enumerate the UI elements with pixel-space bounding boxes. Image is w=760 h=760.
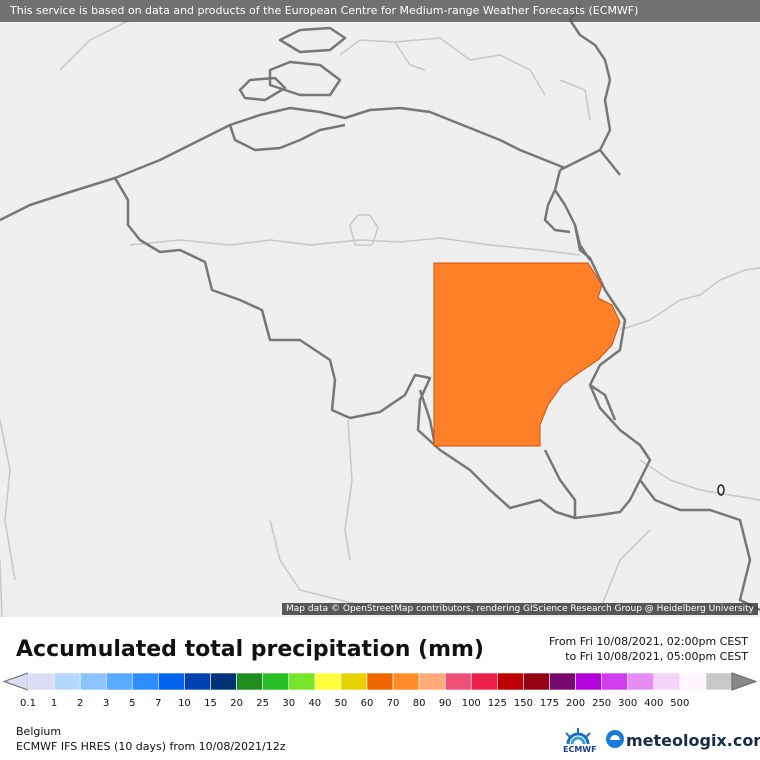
date-from: From Fri 10/08/2021, 02:00pm CEST — [549, 635, 748, 648]
meteologix-logo-icon[interactable] — [604, 728, 626, 750]
scale-tick-label: 400 — [644, 698, 663, 709]
major-borders — [0, 4, 760, 612]
scale-swatch — [131, 672, 159, 691]
scale-swatch — [627, 672, 655, 691]
scale-tick-label: 100 — [462, 698, 481, 709]
scale-swatch — [444, 672, 472, 691]
scale-swatch — [601, 672, 629, 691]
ecmwf-notice: This service is based on data and produc… — [0, 0, 760, 22]
ecmwf-logo-text: ECMWF — [563, 745, 597, 754]
scale-tick-label: 500 — [670, 698, 689, 709]
scale-swatch — [679, 672, 707, 691]
scale-swatch — [470, 672, 498, 691]
date-to: to Fri 10/08/2021, 05:00pm CEST — [565, 650, 748, 663]
scale-swatch — [314, 672, 342, 691]
scale-right-arrow — [731, 672, 758, 691]
scale-swatch — [27, 672, 55, 691]
precipitation-map[interactable]: This service is based on data and produc… — [0, 0, 760, 617]
scale-swatch — [158, 672, 185, 691]
scale-swatch — [392, 672, 420, 691]
scale-tick-label: 5 — [129, 698, 135, 709]
scale-tick-label: 25 — [256, 698, 269, 709]
scale-swatch — [497, 672, 524, 691]
scale-tick-label: 200 — [566, 698, 585, 709]
scale-tick-label: 20 — [230, 698, 243, 709]
scale-tick-label: 80 — [413, 698, 426, 709]
scale-swatch — [340, 672, 368, 691]
color-scale-bar: 0.1 1 2 3 5 7 10 15 20 25 30 40 50 60 70 80 90 100 125 150 1… — [2, 672, 758, 709]
scale-tick-label: 2 — [77, 698, 83, 709]
scale-swatch — [262, 672, 290, 691]
meteologix-brand[interactable]: meteologix.com — [626, 731, 760, 750]
scale-swatch — [236, 672, 263, 691]
scale-tick-label: 60 — [361, 698, 374, 709]
scale-tick-label: 300 — [618, 698, 637, 709]
scale-swatch — [288, 672, 316, 691]
scale-tick-label: 125 — [488, 698, 507, 709]
scale-tick-label: 90 — [439, 698, 452, 709]
scale-swatch — [653, 672, 681, 691]
scale-swatch — [575, 672, 602, 691]
date-range: From Fri 10/08/2021, 02:00pm CEST to Fri… — [549, 634, 748, 664]
scale-tick-label: 50 — [335, 698, 348, 709]
scale-swatch — [210, 672, 237, 691]
map-attribution[interactable]: Map data © OpenStreetMap contributors, r… — [282, 603, 758, 615]
scale-tick-label: 250 — [592, 698, 611, 709]
scale-swatch — [53, 672, 81, 691]
scale-tick-label: 1 — [51, 698, 57, 709]
scale-tick-label: 15 — [204, 698, 217, 709]
region-name: Belgium — [16, 725, 62, 738]
scale-tick-label: 7 — [155, 698, 161, 709]
scale-left-arrow — [2, 672, 29, 691]
scale-swatch — [105, 672, 133, 691]
scale-tick-label: 10 — [178, 698, 191, 709]
scale-tick-label: 3 — [103, 698, 109, 709]
scale-swatch — [549, 672, 576, 691]
scale-swatch — [418, 672, 446, 691]
scale-swatch — [184, 672, 211, 691]
scale-tick-label: 40 — [308, 698, 321, 709]
precipitation-area — [433, 262, 621, 447]
legend-title: Accumulated total precipitation (mm) — [16, 637, 484, 662]
map-canvas — [0, 4, 760, 617]
scale-swatch — [523, 672, 550, 691]
scale-tick-label: 0.1 — [20, 698, 36, 709]
scale-swatch — [366, 672, 394, 691]
model-info: ECMWF IFS HRES (10 days) from 10/08/2021… — [16, 740, 286, 753]
map-marker-icon — [717, 484, 725, 496]
scale-tick-label: 175 — [540, 698, 559, 709]
scale-tick-label: 70 — [387, 698, 400, 709]
scale-tick-label: 30 — [282, 698, 295, 709]
scale-tick-label: 150 — [514, 698, 533, 709]
scale-swatch — [705, 672, 733, 691]
scale-swatch — [79, 672, 107, 691]
ecmwf-logo-icon[interactable] — [558, 724, 598, 756]
